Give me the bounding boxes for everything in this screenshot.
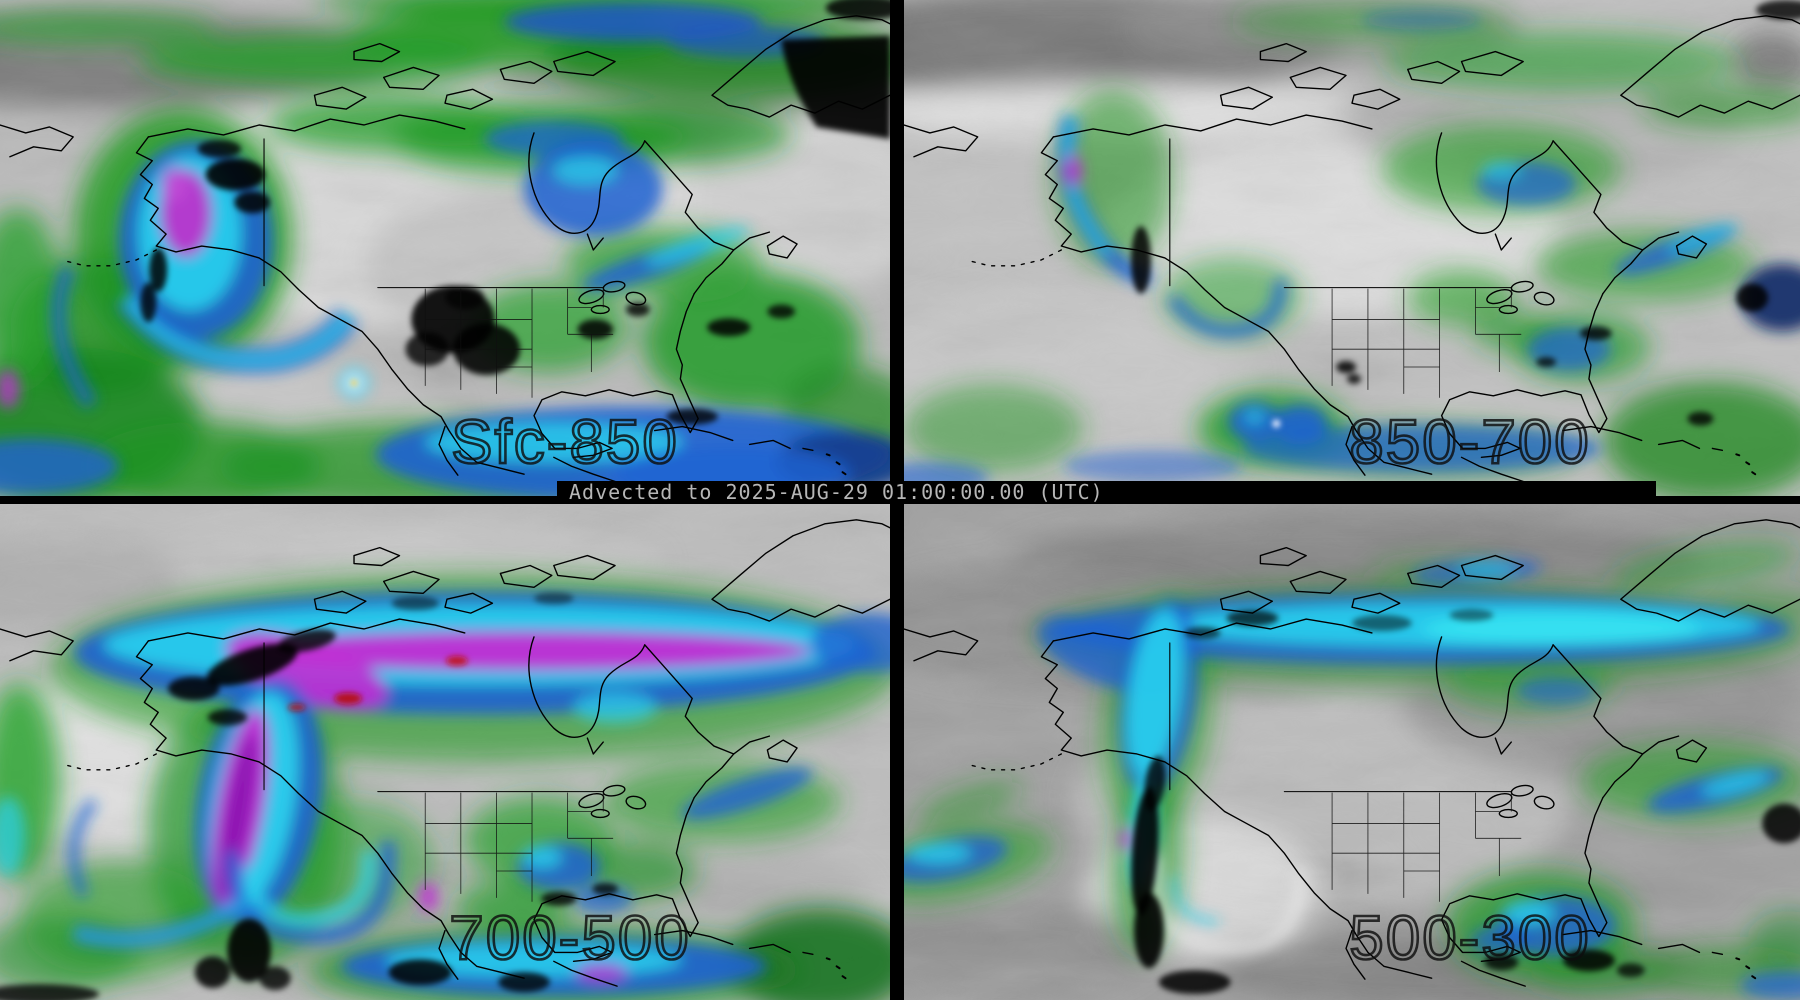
panel-sfc-850: Sfc-850 — [0, 0, 890, 496]
map-850-700 — [904, 0, 1800, 496]
map-500-300 — [904, 504, 1800, 1000]
panel-label-500-300: 500-300 — [1348, 904, 1591, 973]
advection-time-banner: Advected to 2025-AUG-29 01:00:00.00 (UTC… — [557, 481, 1656, 504]
panel-500-300: 500-300 — [904, 504, 1800, 1000]
panel-700-500: 700-500 — [0, 504, 890, 1000]
panel-850-700: 850-700 — [904, 0, 1800, 496]
panel-label-850-700: 850-700 — [1348, 408, 1591, 477]
advection-time-text: Advected to 2025-AUG-29 01:00:00.00 (UTC… — [569, 480, 1104, 504]
panel-label-700-500: 700-500 — [448, 904, 691, 973]
panel-label-sfc-850: Sfc-850 — [450, 408, 679, 477]
map-700-500 — [0, 504, 890, 1000]
map-sfc-850 — [0, 0, 890, 496]
